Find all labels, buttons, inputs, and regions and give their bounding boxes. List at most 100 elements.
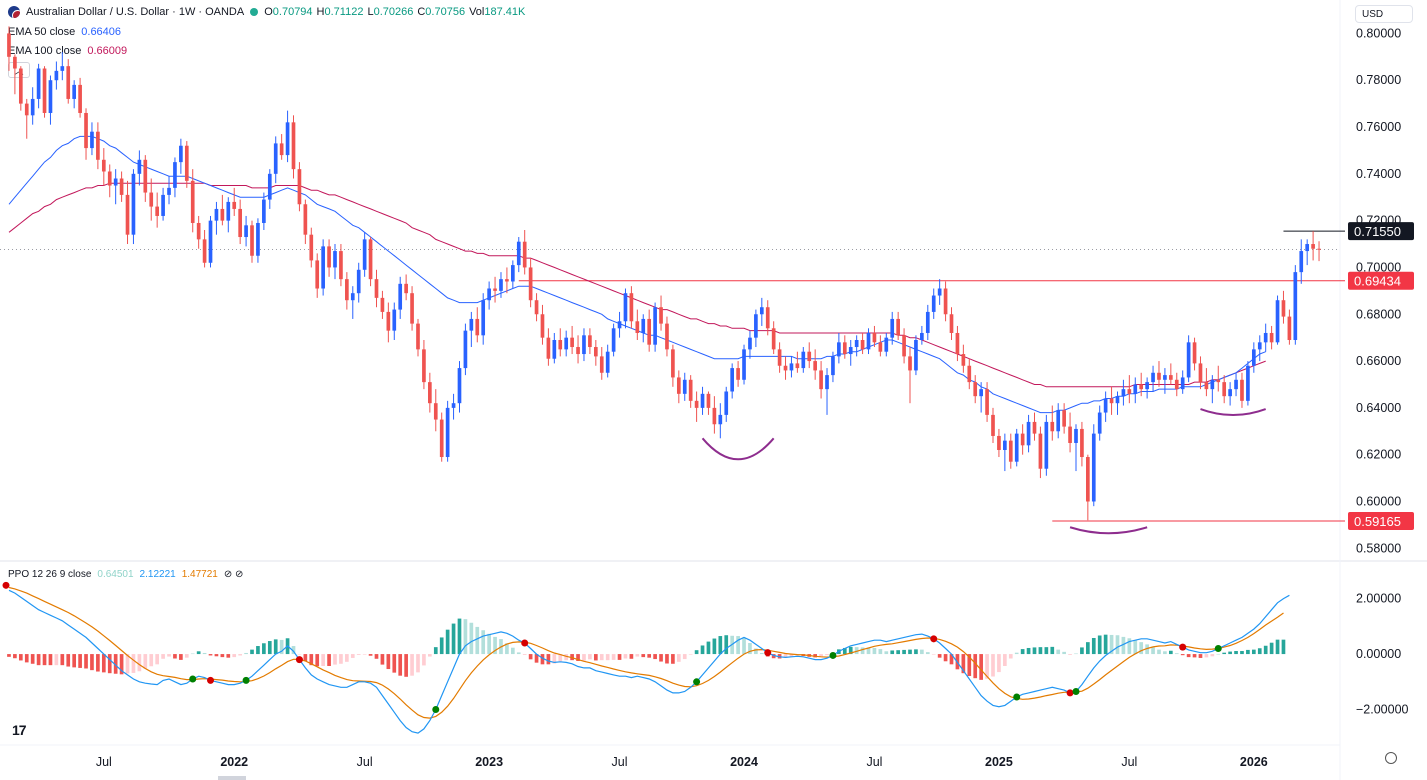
ppo-histogram-bar xyxy=(1121,636,1126,655)
bearish-cross-dot xyxy=(1179,643,1187,651)
ppo-histogram-bar xyxy=(611,654,616,660)
bullish-cross-dot xyxy=(1072,687,1080,695)
ema100-legend[interactable]: EMA 100 close 0.66009 xyxy=(8,45,127,57)
candle-body xyxy=(1317,248,1321,250)
currency-selector[interactable]: USD xyxy=(1355,5,1413,23)
ppo-histogram-bar xyxy=(949,654,954,665)
ppo-histogram-bar xyxy=(143,654,148,669)
ppo-histogram-bar xyxy=(1216,654,1221,655)
visibility-off-icon[interactable]: ⊘ ⊘ xyxy=(223,569,244,580)
candle-body xyxy=(985,389,989,415)
candle-body xyxy=(84,112,88,149)
ppo-histogram-bar xyxy=(179,654,183,660)
candle-body xyxy=(433,403,438,420)
ppo-histogram-bar xyxy=(161,654,165,659)
candle-body xyxy=(617,321,622,329)
candle-body xyxy=(878,342,883,352)
ppo-histogram-bar xyxy=(671,654,675,664)
candle-body xyxy=(534,300,539,315)
candle-body xyxy=(226,201,231,221)
candle-body xyxy=(902,335,906,357)
candle-body xyxy=(688,379,693,401)
y-tick-label: 0.58000 xyxy=(1356,541,1401,555)
candle-body xyxy=(362,239,367,270)
ppo-histogram-bar xyxy=(30,654,35,664)
ppo-histogram-bar xyxy=(107,654,112,674)
candle-body xyxy=(777,349,782,366)
ppo-histogram-bar xyxy=(1127,638,1132,655)
support-price-tag: 0.59165 xyxy=(1354,514,1401,529)
ema50-legend[interactable]: EMA 50 close 0.66406 xyxy=(8,26,121,38)
candle-body xyxy=(961,354,966,366)
ppo-histogram-bar xyxy=(1210,654,1215,657)
time-scroll-handle[interactable] xyxy=(218,776,246,780)
candle-body xyxy=(493,288,497,291)
ppo-histogram-bar xyxy=(576,654,580,661)
ppo-histogram-bar xyxy=(184,654,189,658)
ppo-histogram-bar xyxy=(173,654,177,659)
ppo-tick-label: −2.00000 xyxy=(1356,703,1409,717)
ppo-histogram-bar xyxy=(1050,646,1055,655)
y-tick-label: 0.68000 xyxy=(1356,307,1401,321)
ppo-histogram-bar xyxy=(1151,647,1155,655)
gear-icon[interactable] xyxy=(1385,752,1397,764)
candle-body xyxy=(854,340,859,348)
ppo-histogram-bar xyxy=(350,654,355,658)
tradingview-logo-icon[interactable]: 17 xyxy=(12,722,27,738)
ppo-histogram-bar xyxy=(908,649,912,655)
candle-body xyxy=(1133,384,1138,394)
ppo-histogram-bar xyxy=(439,637,444,655)
ppo-histogram-bar xyxy=(896,650,900,655)
candle-body xyxy=(599,356,604,373)
ppo-histogram-bar xyxy=(943,654,948,662)
ppo-histogram-bar xyxy=(718,636,723,655)
y-tick-label: 0.76000 xyxy=(1356,120,1401,134)
ppo-histogram-bar xyxy=(303,654,308,661)
candle-body xyxy=(908,356,912,371)
ppo-histogram-bar xyxy=(511,647,515,655)
ppo-histogram-bar xyxy=(819,654,823,657)
candle-body xyxy=(279,143,284,156)
ppo-histogram-bar xyxy=(1044,647,1049,655)
ppo-label: PPO 12 26 9 close xyxy=(8,569,92,580)
candle-body xyxy=(327,246,331,268)
ppo-histogram-bar xyxy=(1062,651,1066,655)
y-tick-label: 0.80000 xyxy=(1356,26,1401,40)
x-tick-label: Jul xyxy=(612,755,628,769)
ppo-histogram-bar xyxy=(54,654,59,666)
y-tick-label: 0.70000 xyxy=(1356,260,1401,274)
ppo-histogram-bar xyxy=(582,654,586,661)
ppo-histogram-bar xyxy=(1032,647,1037,655)
ppo-histogram-bar xyxy=(528,654,533,660)
bullish-cross-dot xyxy=(829,651,837,659)
candle-body xyxy=(398,283,403,310)
candle-body xyxy=(7,33,11,57)
candle-body xyxy=(184,145,189,181)
ppo-histogram-bar xyxy=(825,654,829,656)
candle-body xyxy=(1003,440,1007,450)
candle-body xyxy=(350,293,355,301)
candle-body xyxy=(943,288,948,315)
candle-body xyxy=(1216,379,1221,383)
ppo-histogram-bar xyxy=(66,654,71,667)
ppo-line xyxy=(8,589,1290,734)
ppo-histogram-bar xyxy=(398,654,403,676)
x-tick-label: 2023 xyxy=(475,755,503,769)
candle-body xyxy=(522,241,527,268)
bearish-cross-dot xyxy=(764,649,772,657)
candle-body xyxy=(712,407,717,425)
ppo-histogram-bar xyxy=(463,619,468,655)
candle-body xyxy=(297,169,302,205)
candle-body xyxy=(801,351,806,369)
ppo-legend[interactable]: PPO 12 26 9 close 0.64501 2.12221 1.4772… xyxy=(8,569,243,580)
ppo-histogram-bar xyxy=(712,638,717,655)
y-tick-label: 0.60000 xyxy=(1356,494,1401,508)
ema100-label: EMA 100 close xyxy=(8,45,82,57)
candle-body xyxy=(380,297,385,312)
candle-body xyxy=(1080,428,1084,458)
ema100-line xyxy=(8,182,1266,388)
symbol-title[interactable]: Australian Dollar / U.S. Dollar · 1W · O… xyxy=(26,6,245,18)
ppo-histogram-bar xyxy=(60,654,65,666)
candle-body xyxy=(825,375,829,390)
